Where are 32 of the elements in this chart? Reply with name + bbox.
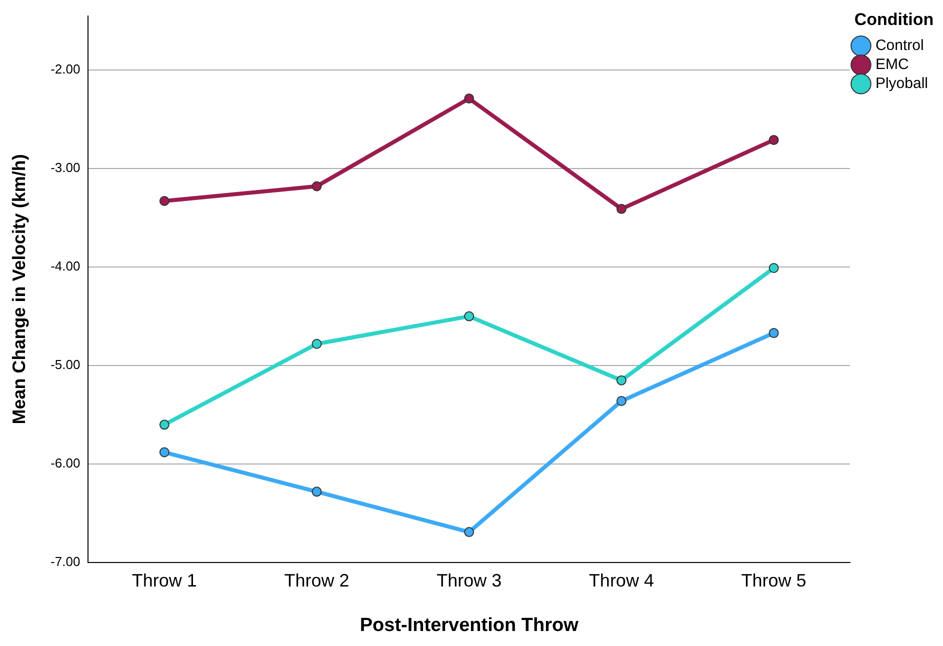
legend-label: Plyoball <box>875 75 928 92</box>
x-tick-label: Throw 1 <box>132 570 197 590</box>
point <box>768 263 779 274</box>
y-tick-label: -7.00 <box>50 554 80 570</box>
x-axis-title: Post-Intervention Throw <box>360 614 579 636</box>
point <box>464 527 474 538</box>
point <box>616 204 626 214</box>
legend-label: Control <box>875 37 924 54</box>
point <box>312 181 322 192</box>
point <box>159 447 170 458</box>
point <box>768 134 779 145</box>
point <box>616 375 626 386</box>
y-axis-title: Mean Change in Velocity (km/h) <box>8 154 29 424</box>
point <box>312 486 322 497</box>
y-tick-label: -3.00 <box>50 160 80 176</box>
point <box>616 396 626 406</box>
point <box>464 311 474 322</box>
point <box>159 420 170 430</box>
x-tick-label: Throw 3 <box>436 570 502 590</box>
x-tick-label: Throw 5 <box>741 570 806 590</box>
y-tick-label: -4.00 <box>50 258 80 274</box>
y-tick-label: -5.00 <box>50 357 80 372</box>
legend-title: Condition <box>854 10 934 30</box>
x-tick-label: Throw 2 <box>284 570 350 590</box>
x-tick-label: Throw 4 <box>588 570 654 590</box>
y-tick-label: -2.00 <box>50 62 80 77</box>
point <box>464 94 474 104</box>
point <box>768 328 779 338</box>
y-tick-label: -6.00 <box>50 456 80 471</box>
point <box>312 338 322 349</box>
legend-label: EMC <box>875 56 909 74</box>
point <box>159 196 170 206</box>
